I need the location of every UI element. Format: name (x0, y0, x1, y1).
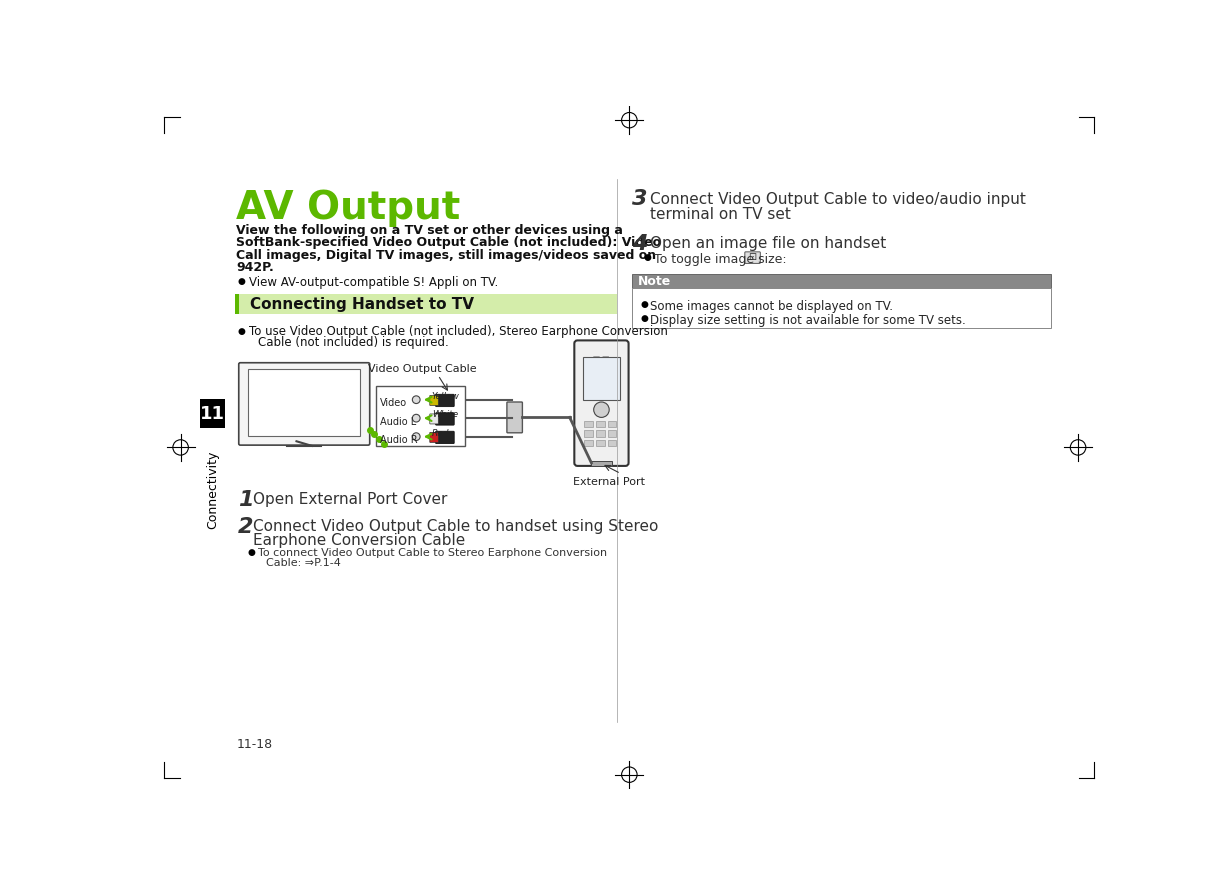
Text: Open an image file on handset: Open an image file on handset (650, 237, 885, 252)
Bar (596, 421, 604, 427)
Text: 4: 4 (632, 234, 648, 254)
FancyBboxPatch shape (745, 252, 760, 263)
Bar (608, 439, 616, 446)
Text: To connect Video Output Cable to Stereo Earphone Conversion: To connect Video Output Cable to Stereo … (258, 548, 608, 557)
Text: To use Video Output Cable (not included), Stereo Earphone Conversion: To use Video Output Cable (not included)… (249, 325, 668, 338)
Text: Connectivity: Connectivity (206, 451, 219, 529)
Text: ●: ● (640, 315, 648, 323)
FancyBboxPatch shape (507, 402, 522, 432)
Text: Earphone Conversion Cable: Earphone Conversion Cable (253, 532, 465, 548)
Bar (596, 439, 604, 446)
Text: 942P.: 942P. (237, 261, 274, 274)
Text: Cable: ⇒P.1-4: Cable: ⇒P.1-4 (266, 558, 340, 568)
Bar (200, 399, 225, 428)
Text: terminal on TV set: terminal on TV set (650, 207, 791, 222)
Circle shape (413, 396, 420, 403)
Text: 1: 1 (238, 490, 253, 509)
Text: Display size setting is not available for some TV sets.: Display size setting is not available fo… (650, 315, 965, 327)
Bar (585, 439, 593, 446)
Text: Video Output Cable: Video Output Cable (368, 364, 476, 374)
Text: Audio R: Audio R (379, 435, 418, 445)
Text: Note: Note (637, 276, 672, 288)
Text: Cable (not included) is required.: Cable (not included) is required. (258, 336, 449, 349)
Circle shape (413, 432, 420, 440)
Text: To toggle image size:: To toggle image size: (655, 253, 787, 266)
Bar (608, 421, 616, 427)
Text: Connect Video Output Cable to video/audio input: Connect Video Output Cable to video/audi… (650, 191, 1025, 206)
Text: View AV-output-compatible S! Appli on TV.: View AV-output-compatible S! Appli on TV… (249, 276, 499, 289)
Text: Connect Video Output Cable to handset using Stereo: Connect Video Output Cable to handset us… (253, 519, 659, 534)
Text: Video: Video (379, 398, 406, 408)
FancyBboxPatch shape (436, 394, 454, 407)
FancyBboxPatch shape (430, 414, 438, 424)
Bar (585, 421, 593, 427)
Text: ●: ● (640, 300, 648, 309)
Text: — —: — — (593, 354, 609, 360)
Bar (632, 274, 1051, 288)
Bar (592, 462, 612, 466)
Bar (235, 294, 238, 315)
FancyBboxPatch shape (238, 362, 370, 445)
Text: Red: Red (432, 429, 449, 438)
Circle shape (413, 415, 420, 422)
Text: ●: ● (247, 548, 255, 556)
Text: ⊡: ⊡ (749, 253, 756, 262)
Text: Audio L: Audio L (379, 416, 416, 427)
Bar (608, 431, 616, 437)
Text: 11-18: 11-18 (237, 738, 273, 750)
FancyBboxPatch shape (436, 431, 454, 444)
Bar (632, 288, 1051, 328)
Text: ●: ● (238, 327, 246, 336)
Text: ●: ● (238, 277, 246, 286)
Text: External Port: External Port (573, 477, 645, 486)
FancyBboxPatch shape (575, 340, 629, 466)
Text: Call images, Digital TV images, still images/videos saved on: Call images, Digital TV images, still im… (237, 249, 657, 261)
Text: Connecting Handset to TV: Connecting Handset to TV (251, 298, 474, 313)
Text: AV Output: AV Output (237, 190, 460, 228)
Text: 2: 2 (238, 517, 253, 537)
Bar (248, 369, 361, 436)
FancyBboxPatch shape (430, 395, 438, 406)
Circle shape (593, 402, 609, 417)
Bar (376, 385, 465, 446)
Text: Some images cannot be displayed on TV.: Some images cannot be displayed on TV. (650, 300, 893, 314)
Text: View the following on a TV set or other devices using a: View the following on a TV set or other … (237, 224, 624, 237)
Text: Open External Port Cover: Open External Port Cover (253, 492, 448, 507)
Text: ●: ● (643, 253, 651, 261)
Bar (585, 431, 593, 437)
Bar (238, 294, 616, 315)
Bar (583, 357, 620, 400)
FancyBboxPatch shape (430, 432, 438, 442)
FancyBboxPatch shape (436, 413, 454, 425)
Text: Yellow: Yellow (432, 392, 459, 401)
Text: 11: 11 (200, 405, 225, 423)
Text: 3: 3 (632, 190, 648, 209)
Text: SoftBank-specified Video Output Cable (not included): Video: SoftBank-specified Video Output Cable (n… (237, 237, 662, 250)
Bar (596, 431, 604, 437)
Text: White: White (432, 410, 458, 419)
